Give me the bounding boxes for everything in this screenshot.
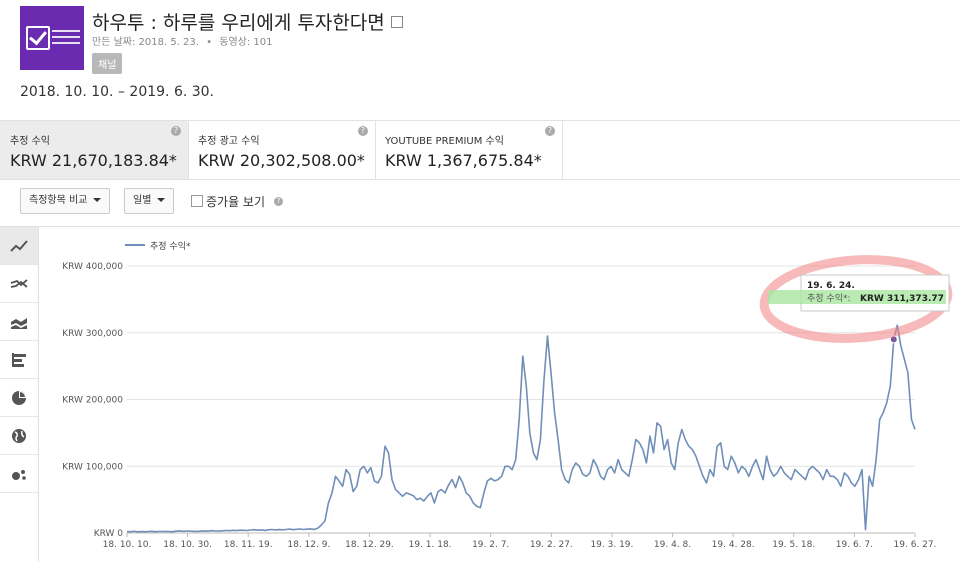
metric-card-premium-revenue[interactable]: YOUTUBE PREMIUM 수익 KRW 1,367,675.84* ? [375, 121, 563, 179]
help-icon[interactable]: ? [358, 126, 368, 136]
stacked-area-chart-button[interactable] [0, 303, 38, 341]
y-tick-label: KRW 400,000 [62, 262, 123, 272]
y-tick-label: KRW 200,000 [62, 396, 123, 406]
stacked-area-icon [11, 317, 27, 329]
bubble-chart-button[interactable] [0, 455, 38, 493]
y-tick-label: KRW 0 [94, 529, 124, 539]
metric-card-estimated-revenue[interactable]: 추정 수익 KRW 21,670,183.84* ? [0, 121, 189, 179]
channel-title-text: 하우투 : 하루를 우리에게 투자한다면 [92, 12, 385, 34]
help-icon[interactable]: ? [545, 126, 555, 136]
multi-line-icon [10, 278, 28, 288]
x-tick-label: 18. 10. 30. [163, 540, 212, 550]
external-link-icon[interactable] [390, 15, 403, 28]
metric-cards: 추정 수익 KRW 21,670,183.84* ? 추정 광고 수익 KRW … [0, 120, 960, 180]
x-tick-label: 19. 2. 7. [472, 540, 509, 550]
channel-header: 하우투 : 하루를 우리에게 투자한다면 만든 날짜: 2018. 5. 23.… [0, 0, 960, 118]
channel-badge: 채널 [92, 53, 123, 74]
checkmark-icon [26, 26, 50, 50]
line-chart-icon [10, 239, 28, 252]
tooltip-value: KRW 311,373.77 [860, 294, 944, 304]
x-tick-label: 19. 6. 27. [894, 540, 937, 550]
video-count: 동영상: 101 [219, 37, 273, 48]
growth-label[interactable]: 증가율 보기 [206, 195, 266, 209]
channel-logo [20, 6, 84, 70]
x-tick-label: 18. 12. 29. [345, 540, 394, 550]
created-date: 만든 날짜: 2018. 5. 23. [92, 37, 199, 48]
y-tick-label: KRW 300,000 [62, 329, 123, 339]
growth-checkbox[interactable] [191, 195, 203, 207]
y-tick-label: KRW 100,000 [62, 462, 123, 472]
chart-controls: 측정항목 비교 일별 [0, 178, 960, 226]
x-tick-label: 19. 1. 18. [409, 540, 452, 550]
x-tick-label: 19. 4. 28. [712, 540, 755, 550]
period-dropdown[interactable]: 일별 [124, 188, 175, 214]
caret-down-icon [157, 198, 166, 202]
tooltip-label: 추정 수익*: [807, 292, 851, 304]
bar-chart-icon [12, 352, 26, 367]
x-tick-label: 19. 2. 27. [530, 540, 573, 550]
metric-card-ad-revenue[interactable]: 추정 광고 수익 KRW 20,302,508.00* ? [188, 121, 376, 179]
tooltip-highlight [768, 290, 946, 304]
metric-label: 추정 광고 수익 [198, 136, 260, 147]
map-chart-button[interactable] [0, 417, 38, 455]
revenue-line-chart[interactable]: KRW 0 KRW 100,000 KRW 200,000 KRW 300,000 KR… [39, 227, 960, 562]
chart-area: KRW 0 KRW 100,000 KRW 200,000 KRW 300,000 KR… [39, 226, 960, 562]
compare-metrics-label: 측정항목 비교 [29, 195, 88, 206]
channel-meta: 만든 날짜: 2018. 5. 23. • 동영상: 101 [92, 33, 277, 48]
x-tick-label: 19. 6. 7. [836, 540, 873, 550]
legend-label: 추정 수익* [150, 240, 191, 252]
pie-chart-icon [12, 390, 26, 405]
x-tick-label: 18. 10. 10. [103, 540, 152, 550]
metric-value: KRW 1,367,675.84* [385, 151, 542, 170]
line-chart-button[interactable] [0, 227, 38, 265]
help-icon[interactable]: ? [171, 126, 181, 136]
x-tick-label: 18. 11. 19. [224, 540, 273, 550]
metric-value: KRW 21,670,183.84* [10, 151, 177, 170]
compare-metrics-dropdown[interactable]: 측정항목 비교 [20, 188, 111, 214]
bar-chart-button[interactable] [0, 341, 38, 379]
meta-separator: • [206, 37, 213, 48]
pie-chart-button[interactable] [0, 379, 38, 417]
period-label: 일별 [133, 195, 152, 206]
channel-title: 하우투 : 하루를 우리에게 투자한다면 [92, 8, 403, 35]
x-tick-label: 18. 12. 9. [287, 540, 330, 550]
globe-icon [12, 428, 26, 443]
x-tick-label: 19. 3. 19. [590, 540, 633, 550]
bubble-chart-icon [12, 469, 26, 480]
series-line-estimated-revenue [127, 324, 916, 533]
chart-type-sidebar [0, 226, 39, 562]
metric-label: YOUTUBE PREMIUM 수익 [385, 136, 504, 147]
x-tick-label: 19. 5. 18. [772, 540, 815, 550]
metric-label: 추정 수익 [10, 136, 50, 147]
tooltip-date: 19. 6. 24. [807, 281, 855, 291]
metric-value: KRW 20,302,508.00* [198, 151, 365, 170]
caret-down-icon [93, 198, 102, 202]
date-range[interactable]: 2018. 10. 10. – 2019. 6. 30. [20, 84, 215, 100]
x-tick-label: 19. 4. 8. [654, 540, 691, 550]
help-icon[interactable]: ? [274, 197, 283, 206]
multi-line-chart-button[interactable] [0, 265, 38, 303]
